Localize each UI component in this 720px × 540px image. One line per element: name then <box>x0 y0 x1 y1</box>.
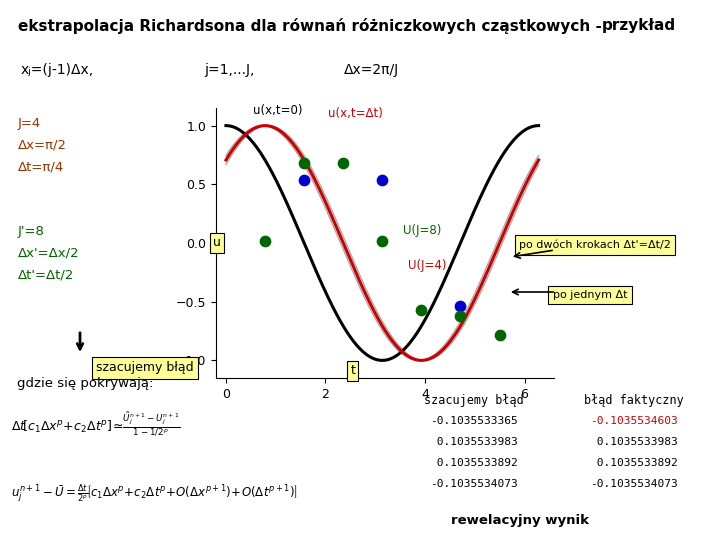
Text: gdzie się pokrywają:: gdzie się pokrywają: <box>17 377 153 390</box>
Point <box>338 159 349 167</box>
Point <box>415 306 427 314</box>
Text: 0.1035533892: 0.1035533892 <box>430 458 518 468</box>
Point <box>455 302 467 310</box>
Text: przykład: przykład <box>602 18 676 33</box>
Text: t: t <box>351 364 355 377</box>
Text: 0.1035533983: 0.1035533983 <box>430 437 518 447</box>
Text: U(J=8): U(J=8) <box>402 224 441 237</box>
Text: $u_j^{n+1}-\bar{U}=\frac{\Delta t}{2^p}\!\left[c_1\Delta x^p\!+\!c_2\Delta t^p\!: $u_j^{n+1}-\bar{U}=\frac{\Delta t}{2^p}\… <box>11 483 298 505</box>
Text: rewelacyjny wynik: rewelacyjny wynik <box>451 514 589 527</box>
Text: po dwóch krokach Δt'=Δt/2: po dwóch krokach Δt'=Δt/2 <box>519 240 671 250</box>
Point <box>259 237 271 245</box>
Point <box>377 237 388 245</box>
Point <box>377 176 388 184</box>
Text: -0.1035534603: -0.1035534603 <box>590 416 678 426</box>
Text: błąd faktyczny: błąd faktyczny <box>585 394 684 407</box>
Point <box>298 176 310 184</box>
Text: J=4: J=4 <box>18 117 41 130</box>
Text: Δt'=Δt/2: Δt'=Δt/2 <box>18 268 74 281</box>
Text: j=1,...J,: j=1,...J, <box>204 63 255 77</box>
Text: 0.1035533983: 0.1035533983 <box>590 437 678 447</box>
Text: -0.1035533365: -0.1035533365 <box>430 416 518 426</box>
Text: $\Delta t\!\left[c_1\Delta x^p\!+\!c_2\Delta t^p\right]\!\simeq\!\frac{\tilde{U}: $\Delta t\!\left[c_1\Delta x^p\!+\!c_2\D… <box>11 410 180 438</box>
Text: J'=8: J'=8 <box>18 225 45 238</box>
Text: 0.1035533892: 0.1035533892 <box>590 458 678 468</box>
Text: U(J=4): U(J=4) <box>408 259 446 272</box>
Point <box>494 330 505 339</box>
Text: u(x,t=Δt): u(x,t=Δt) <box>328 107 383 120</box>
Text: xⱼ=(j-1)Δx,: xⱼ=(j-1)Δx, <box>20 63 94 77</box>
Text: Δx'=Δx/2: Δx'=Δx/2 <box>18 246 80 260</box>
Text: ekstrapolacja Richardsona dla równań różniczkowych cząstkowych -: ekstrapolacja Richardsona dla równań róż… <box>18 18 607 33</box>
Point <box>455 312 467 320</box>
Text: Δx=2π/J: Δx=2π/J <box>344 63 400 77</box>
Text: Δx=π/2: Δx=π/2 <box>18 138 67 152</box>
Text: Δt=π/4: Δt=π/4 <box>18 160 64 173</box>
Point <box>298 159 310 167</box>
Text: -0.1035534073: -0.1035534073 <box>430 479 518 489</box>
Text: szacujemy błąd: szacujemy błąd <box>424 394 523 407</box>
Text: -0.1035534073: -0.1035534073 <box>590 479 678 489</box>
Text: po jednym Δt: po jednym Δt <box>553 290 627 300</box>
Text: szacujemy błąd: szacujemy błąd <box>96 361 194 375</box>
Text: u: u <box>213 237 221 249</box>
Text: u(x,t=0): u(x,t=0) <box>253 104 303 117</box>
